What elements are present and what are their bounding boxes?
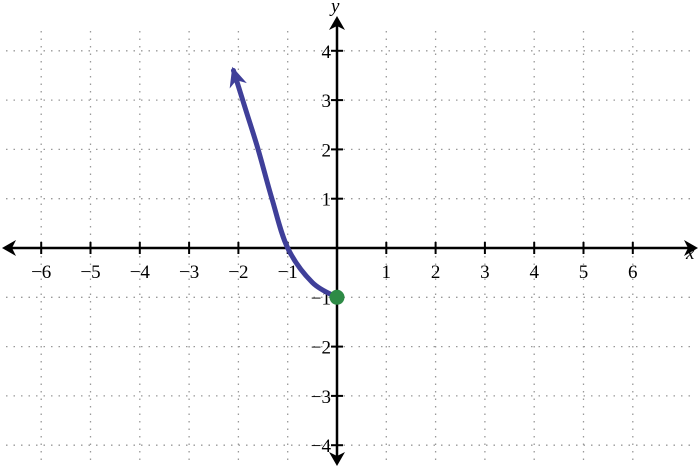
x-tick-label: −3: [179, 262, 199, 283]
y-axis-up-arrow: [329, 16, 345, 30]
x-tick-label: −2: [228, 262, 248, 283]
y-tick-label: −3: [311, 387, 331, 408]
x-tick-label: 4: [529, 262, 539, 283]
x-tick-label: −4: [130, 262, 151, 283]
y-tick-label: −2: [311, 338, 331, 359]
x-tick-label: 6: [628, 262, 638, 283]
x-axis-right-arrow: [684, 240, 698, 256]
x-tick-label: −5: [80, 262, 100, 283]
grid: [6, 26, 694, 460]
y-axis-down-arrow: [329, 452, 345, 466]
y-tick-label: 3: [322, 91, 332, 112]
x-tick-label: −6: [31, 262, 51, 283]
series: [229, 66, 345, 305]
function-curve: [230, 68, 340, 300]
x-tick-label: 5: [579, 262, 589, 283]
axes: [2, 16, 698, 466]
x-axis-left-arrow: [2, 240, 16, 256]
y-tick-label: 2: [322, 140, 332, 161]
endpoint-dot: [329, 289, 345, 305]
y-axis-label: y: [329, 0, 340, 17]
x-tick-label: 3: [480, 262, 490, 283]
x-tick-label: −1: [278, 262, 298, 283]
y-tick-label: 4: [322, 42, 332, 63]
curve-end-arrow: [229, 66, 247, 89]
y-tick-label: 1: [322, 190, 332, 211]
x-tick-label: 2: [431, 262, 441, 283]
x-axis-label: x: [685, 243, 695, 264]
y-tick-label: −4: [311, 436, 332, 457]
x-tick-label: 1: [382, 262, 392, 283]
